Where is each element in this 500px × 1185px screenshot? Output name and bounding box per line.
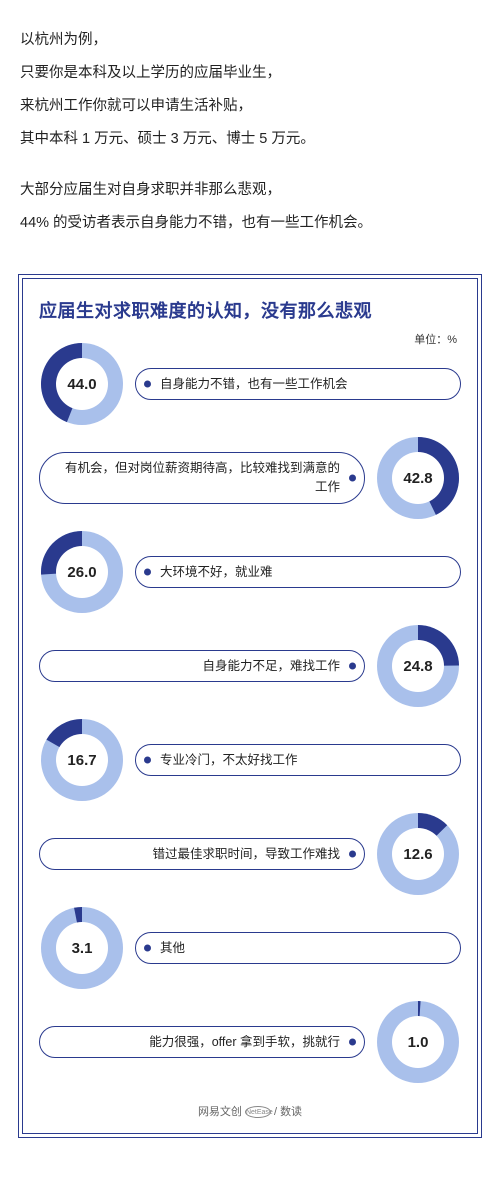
chart-row-label-text: 其他	[150, 939, 185, 958]
bullet-icon	[349, 475, 356, 482]
chart-row-label: 大环境不好，就业难	[135, 556, 461, 589]
donut-value: 26.0	[39, 529, 125, 615]
bullet-icon	[144, 381, 151, 388]
chart-row: 3.1 其他	[39, 905, 461, 991]
chart-row-label: 自身能力不足，难找工作	[39, 650, 365, 683]
intro-text-block: 以杭州为例， 只要你是本科及以上学历的应届毕业生， 来杭州工作你就可以申请生活补贴，…	[0, 0, 500, 266]
chart-row: 42.8 有机会，但对岗位薪资期待高，比较难找到满意的工作	[39, 435, 461, 521]
footer-brand-right: 数读	[280, 1106, 302, 1118]
chart-row-label: 其他	[135, 932, 461, 965]
donut-value: 24.8	[375, 623, 461, 709]
intro-line: 其中本科 1 万元、硕士 3 万元、博士 5 万元。	[20, 125, 480, 154]
chart-frame: 应届生对求职难度的认知，没有那么悲观 单位：% 44.0自身能力不错，也有一些工…	[18, 274, 482, 1138]
bullet-icon	[144, 757, 151, 764]
donut-icon: 16.7	[39, 717, 125, 803]
chart-row-label: 有机会，但对岗位薪资期待高，比较难找到满意的工作	[39, 452, 365, 504]
chart-row: 24.8 自身能力不足，难找工作	[39, 623, 461, 709]
chart-title: 应届生对求职难度的认知，没有那么悲观	[39, 297, 461, 323]
bullet-icon	[349, 663, 356, 670]
intro-line: 以杭州为例，	[20, 26, 480, 55]
chart-row-label-text: 自身能力不错，也有一些工作机会	[150, 375, 348, 394]
donut-icon: 1.0	[375, 999, 461, 1085]
chart-row: 16.7 专业冷门，不太好找工作	[39, 717, 461, 803]
chart-row-label-text: 自身能力不足，难找工作	[54, 657, 350, 676]
donut-icon: 24.8	[375, 623, 461, 709]
intro-line: 只要你是本科及以上学历的应届毕业生，	[20, 59, 480, 88]
donut-value: 42.8	[375, 435, 461, 521]
donut-icon: 42.8	[375, 435, 461, 521]
chart-row-label-text: 能力很强，offer 拿到手软，挑就行	[54, 1033, 350, 1052]
chart-row: 44.0 自身能力不错，也有一些工作机会	[39, 341, 461, 427]
chart-row: 1.0 能力很强，offer 拿到手软，挑就行	[39, 999, 461, 1085]
chart-row-label: 自身能力不错，也有一些工作机会	[135, 368, 461, 401]
chart-row-label-text: 专业冷门，不太好找工作	[150, 751, 298, 770]
chart-row-label: 错过最佳求职时间，导致工作难找	[39, 838, 365, 871]
donut-value: 16.7	[39, 717, 125, 803]
intro-line: 大部分应届生对自身求职并非那么悲观，	[20, 176, 480, 205]
donut-value: 12.6	[375, 811, 461, 897]
donut-value: 44.0	[39, 341, 125, 427]
bullet-icon	[349, 1039, 356, 1046]
donut-value: 1.0	[375, 999, 461, 1085]
chart-footer: 网易文创NetEase/ 数读	[39, 1093, 461, 1123]
bullet-icon	[144, 569, 151, 576]
chart-row-label-text: 大环境不好，就业难	[150, 563, 273, 582]
intro-line: 来杭州工作你就可以申请生活补贴，	[20, 92, 480, 121]
chart-row-label: 专业冷门，不太好找工作	[135, 744, 461, 777]
chart-row-label: 能力很强，offer 拿到手软，挑就行	[39, 1026, 365, 1059]
intro-line: 44% 的受访者表示自身能力不错，也有一些工作机会。	[20, 209, 480, 238]
chart-row: 26.0 大环境不好，就业难	[39, 529, 461, 615]
donut-icon: 44.0	[39, 341, 125, 427]
donut-icon: 26.0	[39, 529, 125, 615]
donut-value: 3.1	[39, 905, 125, 991]
chart-inner: 应届生对求职难度的认知，没有那么悲观 单位：% 44.0自身能力不错，也有一些工…	[22, 278, 478, 1134]
footer-brand-left: 网易文创	[198, 1106, 242, 1118]
donut-icon: 3.1	[39, 905, 125, 991]
bullet-icon	[144, 945, 151, 952]
chart-row: 12.6 错过最佳求职时间，导致工作难找	[39, 811, 461, 897]
bullet-icon	[349, 851, 356, 858]
chart-row-label-text: 错过最佳求职时间，导致工作难找	[54, 845, 350, 864]
donut-icon: 12.6	[375, 811, 461, 897]
footer-oval-icon: NetEase	[245, 1106, 271, 1118]
chart-row-label-text: 有机会，但对岗位薪资期待高，比较难找到满意的工作	[54, 459, 350, 497]
